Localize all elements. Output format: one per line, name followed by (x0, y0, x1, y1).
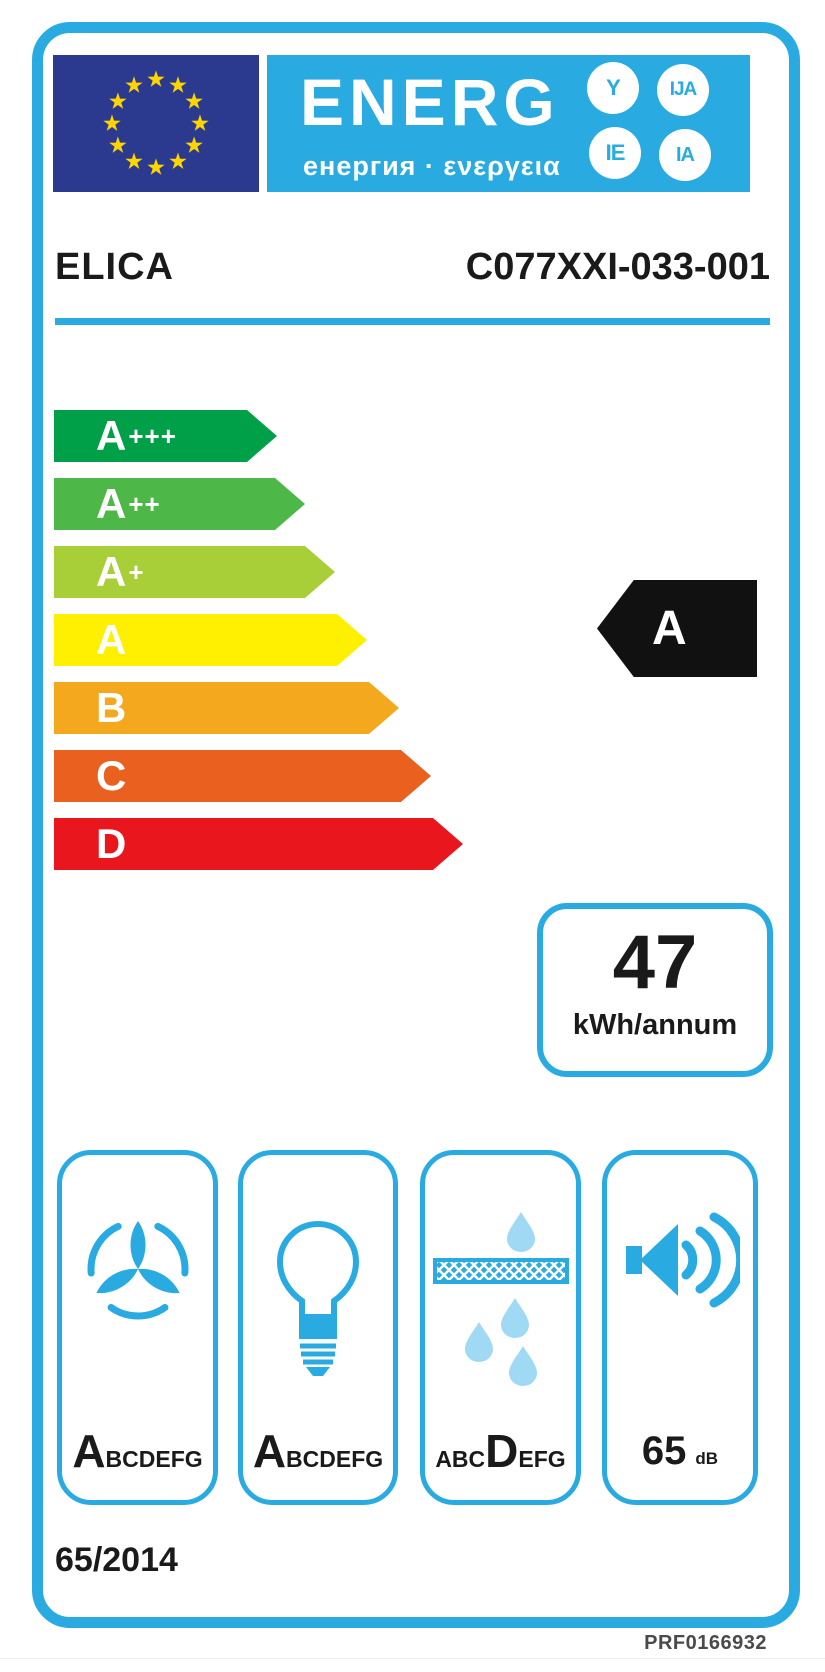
rating-arrow: A (54, 614, 367, 666)
selected-rating-arrow: A (597, 580, 757, 677)
rating-grade-label: C (96, 752, 127, 799)
annual-energy-value: 47 (612, 920, 698, 1005)
rating-arrow: A +++ (54, 410, 277, 462)
lighting-grade-rest: BCDEFG (286, 1446, 384, 1472)
annual-energy-unit: kWh/annum (572, 1009, 738, 1041)
fan-grade-row: A BCDEFG (62, 1428, 213, 1474)
noise-unit: dB (695, 1449, 719, 1468)
model-number: C077XXI-033-001 (465, 246, 770, 288)
fan-grade-rest: BCDEFG (105, 1446, 203, 1472)
rating-grade-label: A (96, 412, 127, 459)
energ-suffix-badge: IE (589, 127, 641, 179)
rating-grade-label: A (96, 548, 127, 595)
fan-grade-big: A (72, 1425, 106, 1477)
rating-arrow: D (54, 818, 463, 870)
lighting-efficiency-box: A BCDEFG (238, 1150, 398, 1505)
noise-value-row: 65 dB (607, 1429, 753, 1474)
rating-grade-suffix: ++ (128, 488, 161, 519)
grease-filter-box: ABC D EFG (420, 1150, 581, 1505)
reference-code: PRF0166932 (644, 1632, 767, 1654)
energ-suffix-badge: Y (587, 62, 639, 114)
regulation-number: 65/2014 (55, 1541, 178, 1579)
energ-suffix-badge: IJA (657, 64, 709, 116)
bottom-hairline (0, 1658, 825, 1659)
energy-rating-scale: A +++ A ++ A + A B C D (54, 410, 463, 886)
fan-icon (87, 1218, 188, 1320)
noise-value: 65 (641, 1429, 687, 1473)
energ-title: ENERG (300, 65, 560, 139)
bulb-icon (276, 1220, 360, 1376)
rating-grade-label: D (96, 820, 127, 867)
rating-arrow: B (54, 682, 399, 734)
lighting-grade-big: A (252, 1425, 287, 1477)
rating-arrow: A + (54, 546, 335, 598)
rating-grade-label: B (96, 684, 127, 731)
rating-grade-label: A (96, 616, 127, 663)
rating-arrow: C (54, 750, 431, 802)
speaker-icon (626, 1212, 740, 1308)
rating-arrow: A ++ (54, 478, 305, 530)
brand-name: ELICA (55, 246, 174, 288)
lighting-grade-row: A BCDEFG (243, 1428, 393, 1474)
annual-energy-box: 47 kWh/annum (537, 903, 773, 1077)
rating-grade-suffix: +++ (128, 420, 177, 451)
energ-subtitle: енергия · ενεργεια (303, 151, 561, 181)
energ-logo: ENERG енергия · ενεργεια Y IJA IE IA (267, 55, 750, 192)
eu-stars-icon (103, 70, 209, 175)
fan-efficiency-box: A BCDEFG (57, 1150, 218, 1505)
eu-flag (53, 55, 259, 192)
grease-grade-rest: EFG (518, 1446, 566, 1472)
selected-rating-label: A (652, 602, 687, 655)
energ-suffix-badge: IA (659, 129, 711, 181)
grease-filter-icon (432, 1212, 569, 1386)
header-divider (55, 318, 770, 325)
noise-box: 65 dB (602, 1150, 758, 1505)
grease-grade-pre: ABC (435, 1446, 486, 1472)
grease-filter-grade-row: ABC D EFG (425, 1428, 576, 1474)
rating-grade-suffix: + (128, 556, 145, 587)
grease-grade-big: D (485, 1425, 519, 1477)
rating-grade-label: A (96, 480, 127, 527)
